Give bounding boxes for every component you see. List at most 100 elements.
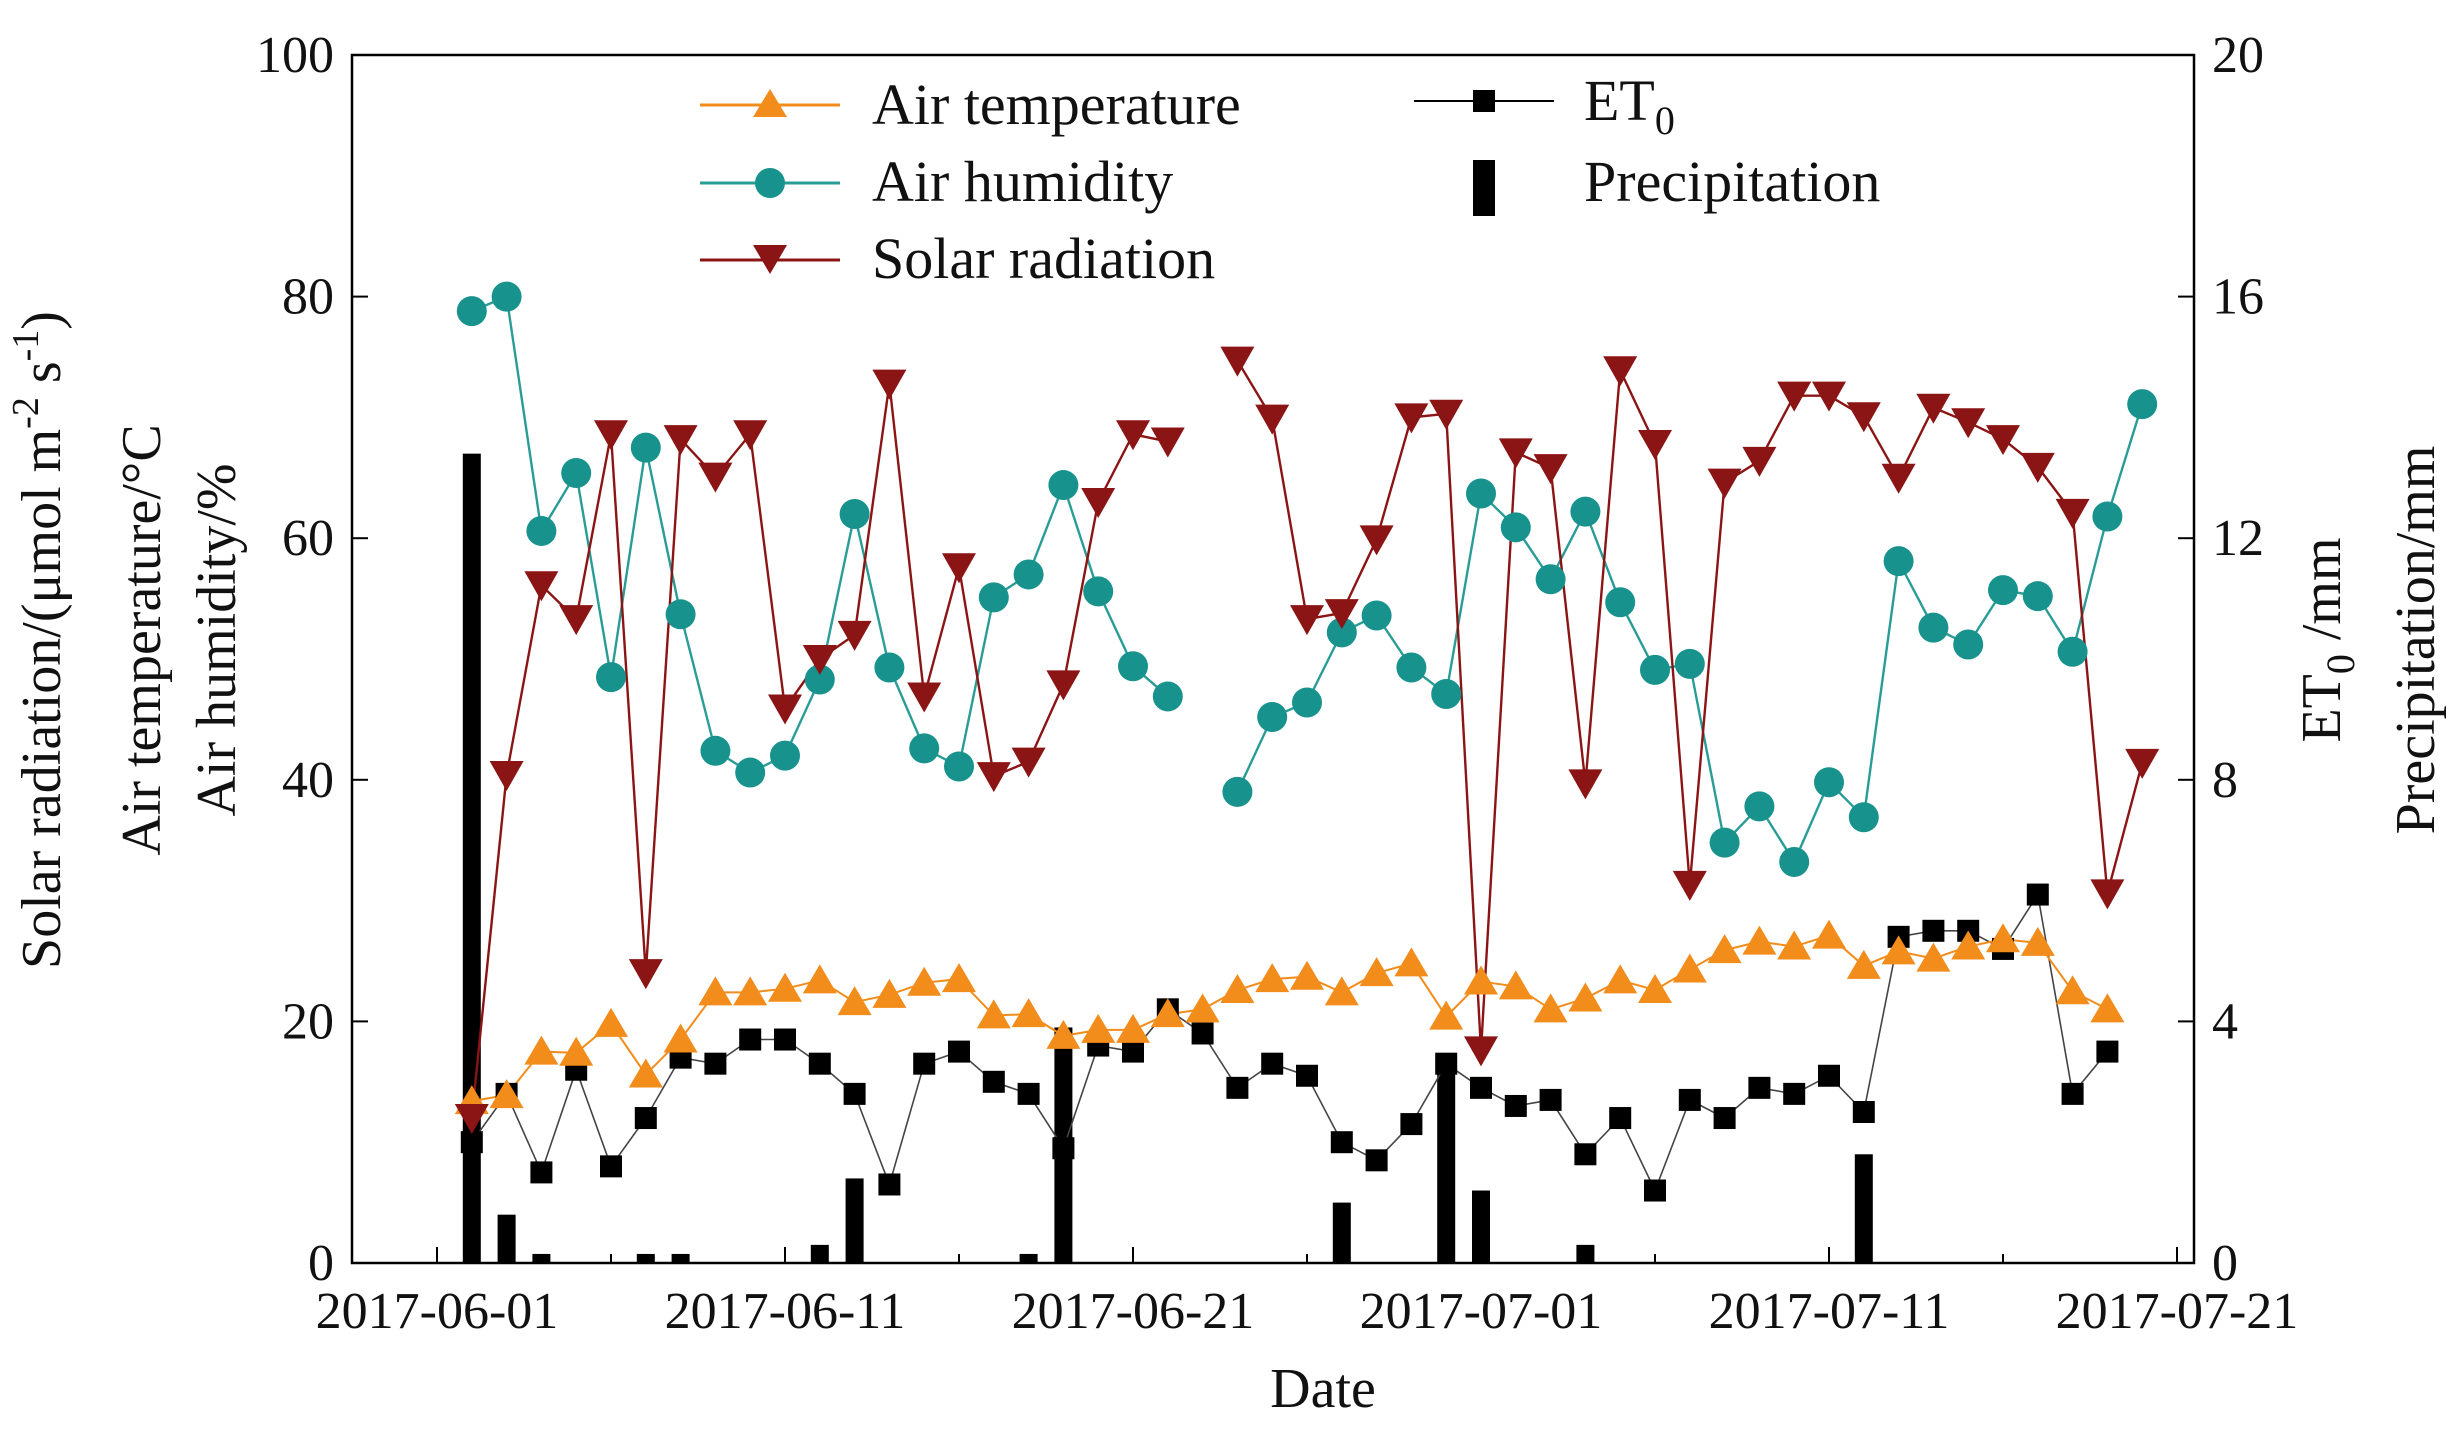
solar-radiation-point: [1011, 747, 1046, 778]
et0-point: [2061, 1082, 2084, 1105]
air-temperature-point: [1464, 965, 1498, 995]
air-temperature-point: [1046, 1019, 1081, 1049]
legend-et0-label: ET0: [1584, 68, 1675, 143]
et0-point: [1922, 919, 1945, 942]
solar-radiation-point: [1812, 381, 1846, 412]
x-tick-label: 2017-06-01: [316, 1283, 559, 1340]
y-left-tick-label: 20: [282, 993, 334, 1050]
air-humidity-point: [1535, 564, 1566, 595]
solar-radiation-point: [1916, 393, 1951, 424]
air-humidity-point: [1709, 827, 1740, 858]
air-humidity-point: [1048, 470, 1079, 501]
air-humidity-point: [804, 664, 835, 695]
air-temperature-point: [1394, 947, 1429, 977]
air-temperature-point: [1498, 970, 1533, 1000]
air-temperature-point: [733, 976, 768, 1006]
air-temperature-point: [2090, 993, 2125, 1023]
air-temperature-point: [1359, 957, 1394, 987]
solar-radiation-point: [733, 420, 768, 451]
air-humidity-point: [526, 515, 557, 546]
solar-radiation-point: [1603, 356, 1638, 387]
et0-point: [1504, 1094, 1527, 1117]
precipitation-bar: [1019, 1253, 1038, 1263]
y-left-title-solar: Solar radiation/(μmol m-2 s-1): [5, 311, 73, 969]
solar-radiation-point: [1394, 403, 1429, 434]
air-temperature-point: [1568, 982, 1603, 1012]
air-temperature-point: [698, 976, 733, 1006]
air-humidity-point: [1326, 617, 1357, 648]
et0-point: [1470, 1076, 1492, 1099]
solar-radiation-point: [976, 762, 1011, 793]
legend-humidity-marker: [755, 168, 785, 198]
air-humidity-point: [1570, 496, 1601, 527]
air-humidity-point: [1152, 681, 1183, 712]
air-humidity-point: [2057, 636, 2088, 667]
air-temperature-point: [559, 1036, 594, 1066]
y-right-tick-label: 8: [2212, 752, 2238, 809]
et0-point: [982, 1070, 1005, 1093]
precipitation-bar: [1472, 1190, 1490, 1263]
precipitation-bar: [1332, 1202, 1351, 1263]
solar-radiation-point: [1881, 463, 1916, 494]
air-humidity-point: [735, 757, 766, 788]
et0-point: [1122, 1040, 1144, 1063]
solar-radiation-point: [489, 760, 524, 791]
y-left-title-temperature: Air temperature/°C: [111, 424, 173, 855]
et0-point: [1852, 1101, 1875, 1123]
et0-point: [1435, 1052, 1458, 1075]
air-humidity-point: [1953, 629, 1984, 660]
y-left-title-solar-part: ): [11, 311, 73, 330]
et0-point: [1574, 1143, 1597, 1166]
air-temperature-point: [663, 1023, 698, 1053]
air-temperature-point: [907, 966, 942, 996]
legend-solar-marker: [753, 245, 787, 274]
solar-radiation-point: [663, 425, 698, 456]
air-humidity-point: [839, 499, 870, 530]
x-tick-label: 2017-06-21: [1012, 1283, 1255, 1340]
air-humidity-point: [491, 281, 522, 312]
y-right-tick-label: 20: [2212, 27, 2264, 84]
solar-radiation-point: [698, 462, 733, 493]
et0-point: [1017, 1082, 1040, 1105]
precipitation-bar: [532, 1253, 551, 1263]
air-humidity-point: [1083, 576, 1114, 607]
et0-point: [1748, 1076, 1771, 1099]
legend-et0-label-sub: 0: [1655, 98, 1675, 143]
legend-et0-label-main: ET: [1584, 68, 1655, 133]
axis-ticks: 0 20 40 60 80 100 0 4 8 12 16 20 2017-06-01 2017-06-1…: [256, 27, 2298, 1340]
air-temperature-point: [1881, 935, 1916, 965]
legend-solar-label: Solar radiation: [872, 226, 1215, 291]
air-humidity-point: [1814, 767, 1844, 798]
solar-radiation-point: [1150, 427, 1185, 458]
solar-radiation-point: [942, 553, 976, 584]
et0-point: [774, 1028, 796, 1051]
solar-radiation-point: [1464, 1036, 1498, 1067]
et0-point: [1296, 1064, 1318, 1087]
air-humidity-point: [561, 457, 592, 488]
precipitation-bar: [671, 1253, 690, 1263]
air-humidity-point: [770, 740, 800, 771]
legend-precipitation-marker: [1473, 160, 1495, 216]
air-humidity-point: [1744, 791, 1775, 822]
solar-radiation-point: [628, 959, 663, 990]
air-temperature-point: [628, 1058, 663, 1088]
plot-area-frame: [350, 53, 2196, 1265]
air-humidity-point: [1292, 687, 1322, 718]
air-humidity-point: [1848, 802, 1879, 833]
air-temperature-point: [1742, 925, 1777, 955]
air-temperature-point: [1116, 1013, 1150, 1043]
y-left-tick-label: 80: [282, 269, 334, 326]
et0-point: [1191, 1022, 1214, 1045]
air-temperature-point: [837, 986, 872, 1016]
air-temperature-point: [872, 978, 907, 1008]
solar-radiation-point: [1220, 346, 1255, 377]
et0-point: [2026, 883, 2049, 906]
air-temperature-point: [1429, 1000, 1464, 1030]
y-right-tick-label: 4: [2212, 993, 2238, 1050]
air-temperature-point: [1638, 973, 1672, 1003]
et0-point: [1678, 1088, 1701, 1111]
plot-frame: [350, 53, 2196, 1265]
air-temperature-point: [1986, 923, 2020, 953]
